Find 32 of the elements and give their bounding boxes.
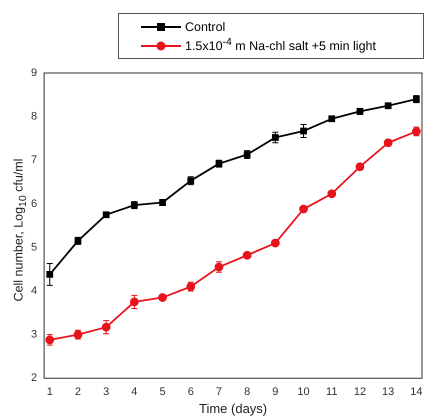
x-tick-label: 11 <box>326 386 338 398</box>
point <box>300 128 307 134</box>
y-tick-label: 5 <box>30 241 38 254</box>
x-tick-label: 8 <box>244 386 250 398</box>
y-tick-label: 7 <box>30 154 38 166</box>
x-tick-label: 14 <box>410 386 422 398</box>
point <box>299 204 308 214</box>
y-tick-label: 3 <box>30 328 38 341</box>
point <box>46 271 54 278</box>
point <box>242 250 252 260</box>
x-tick-label: 2 <box>74 386 82 398</box>
x-tick-label: 7 <box>216 386 222 398</box>
y-tick-label: 2 <box>30 372 38 384</box>
y-tick-label: 9 <box>30 67 38 80</box>
x-tick-label: 5 <box>159 386 166 398</box>
x-tick-label: 9 <box>272 386 278 398</box>
x-tick-label: 12 <box>354 386 366 398</box>
x-tick-label: 6 <box>188 386 194 398</box>
x-tick-label: 13 <box>382 386 394 398</box>
y-tick-label: 4 <box>30 285 38 298</box>
point <box>102 211 110 218</box>
x-tick-label: 1 <box>46 386 53 398</box>
x-tick-label: 4 <box>131 386 138 398</box>
y-tick-label: 8 <box>30 110 38 123</box>
legend-label: Control <box>185 20 226 34</box>
y-tick-label: 6 <box>30 198 38 210</box>
legend-label: 1.5x10$^{-4}$ m Na-chl salt +5 min light <box>185 37 376 54</box>
point <box>272 134 279 141</box>
x-tick-label: 10 <box>297 386 310 398</box>
x-axis-title: Time (days) <box>198 400 268 416</box>
x-tick-label: 3 <box>103 386 110 398</box>
point <box>356 162 364 172</box>
